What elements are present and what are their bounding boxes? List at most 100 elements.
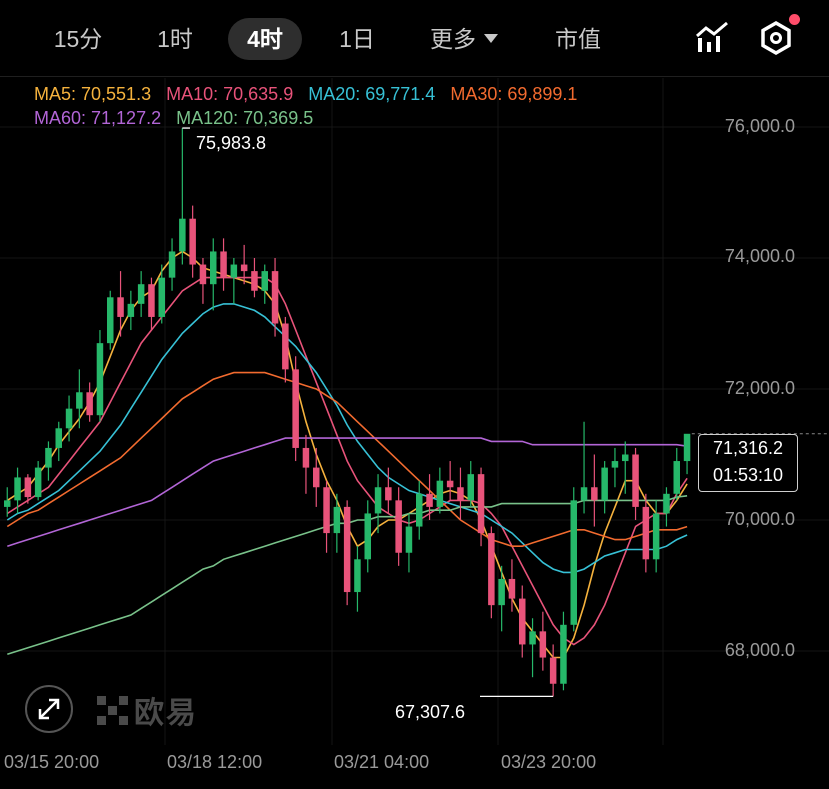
candle-body — [385, 487, 392, 501]
candle-body — [488, 533, 495, 606]
fullscreen-expand-button[interactable] — [25, 685, 73, 733]
candle — [302, 434, 310, 494]
candle-body — [560, 624, 567, 684]
candle — [426, 474, 433, 520]
candle-body — [117, 297, 124, 317]
candle-body — [179, 218, 186, 252]
candle-body — [436, 480, 444, 507]
candle-body — [302, 447, 310, 468]
candle-body — [199, 264, 207, 285]
ma10-label: MA10: 70,635.9 — [166, 84, 294, 104]
candle-body — [374, 487, 382, 514]
candle — [529, 618, 536, 678]
candle — [127, 290, 135, 331]
candle — [168, 238, 176, 291]
x-tick-label: 03/18 12:00 — [167, 752, 263, 772]
candle-body — [55, 428, 62, 448]
candle-body — [45, 447, 52, 468]
ma5-label: MA5: 70,551.3 — [34, 84, 152, 104]
tab-1-day[interactable]: 1日 — [339, 26, 375, 52]
candle — [477, 467, 485, 547]
candle-body — [96, 343, 104, 416]
candle — [137, 271, 145, 317]
ma-legend-row-2: MA60: 71,127.2 MA120: 70,369.5 — [34, 108, 323, 129]
candle-body — [240, 264, 248, 272]
chevron-down-icon — [484, 34, 498, 44]
more-intervals-dropdown[interactable]: 更多 — [414, 18, 514, 60]
candle-body — [65, 408, 73, 429]
high-price-annotation: 75,983.8 — [196, 133, 267, 153]
tab-15-minute[interactable]: 15分 — [53, 26, 103, 52]
candle — [65, 395, 73, 442]
y-tick-label: 76,000.0 — [724, 116, 795, 136]
candle — [96, 330, 104, 422]
candle-body — [24, 477, 32, 498]
candle-body — [158, 277, 165, 317]
candle — [374, 474, 382, 534]
x-tick-label: 03/23 20:00 — [501, 752, 597, 772]
candle-body — [663, 493, 670, 514]
candle-body — [426, 493, 433, 507]
candle-body — [539, 631, 547, 658]
candle — [323, 480, 330, 553]
candle-body — [210, 251, 217, 285]
candle-body — [364, 513, 371, 560]
candle — [24, 474, 32, 504]
ma60-label: MA60: 71,127.2 — [34, 108, 162, 128]
market-cap-tab[interactable]: 市值 — [555, 26, 601, 52]
low-price-annotation: 67,307.6 — [395, 702, 466, 722]
candle — [436, 467, 444, 514]
ma20-label: MA20: 69,771.4 — [308, 84, 436, 104]
candle-body — [292, 369, 299, 448]
candle-body — [323, 487, 330, 534]
candle-body — [477, 474, 485, 534]
candle-body — [282, 323, 289, 370]
settings-hexagon-icon[interactable] — [758, 20, 794, 56]
candle-body — [405, 526, 413, 553]
candle-body — [189, 218, 196, 265]
candle-body — [395, 500, 402, 553]
y-tick-label: 68,000.0 — [724, 640, 795, 660]
candle — [364, 500, 371, 573]
candle-body — [86, 392, 93, 416]
candle-body — [529, 631, 536, 645]
candle-body — [446, 480, 454, 488]
candle — [663, 487, 670, 527]
tab-1-hour[interactable]: 1时 — [157, 26, 193, 52]
candle — [683, 433, 691, 475]
candle — [549, 644, 557, 697]
candle-body — [333, 506, 341, 534]
candle — [498, 565, 505, 632]
expand-arrows-icon — [38, 698, 60, 720]
candle — [622, 441, 629, 494]
candle-body — [148, 284, 155, 317]
candle — [179, 128, 186, 265]
candle-body — [498, 578, 505, 606]
candle-body — [251, 271, 258, 291]
candle-body — [220, 251, 227, 278]
candle — [199, 258, 207, 304]
candle — [313, 447, 320, 507]
current-price-box: 71,316.2 01:53:10 — [698, 434, 798, 492]
candle — [570, 487, 577, 632]
candle-body — [313, 467, 320, 488]
candle — [519, 585, 526, 658]
candle — [488, 526, 495, 619]
candle — [261, 264, 268, 304]
candle — [240, 244, 248, 285]
candle-body — [343, 506, 351, 593]
candle — [385, 467, 392, 514]
candle-body — [591, 487, 598, 501]
indicator-chart-icon[interactable] — [694, 20, 730, 56]
candle — [210, 238, 217, 311]
x-tick-label: 03/21 04:00 — [334, 752, 430, 772]
tab-4-hour[interactable]: 4时 — [228, 18, 302, 60]
candle-body — [416, 493, 423, 527]
candle-body — [683, 433, 691, 462]
candle — [580, 421, 588, 514]
candle — [282, 316, 289, 383]
current-price: 71,316.2 — [712, 438, 784, 458]
candle — [4, 487, 11, 517]
candle-body — [549, 657, 557, 684]
